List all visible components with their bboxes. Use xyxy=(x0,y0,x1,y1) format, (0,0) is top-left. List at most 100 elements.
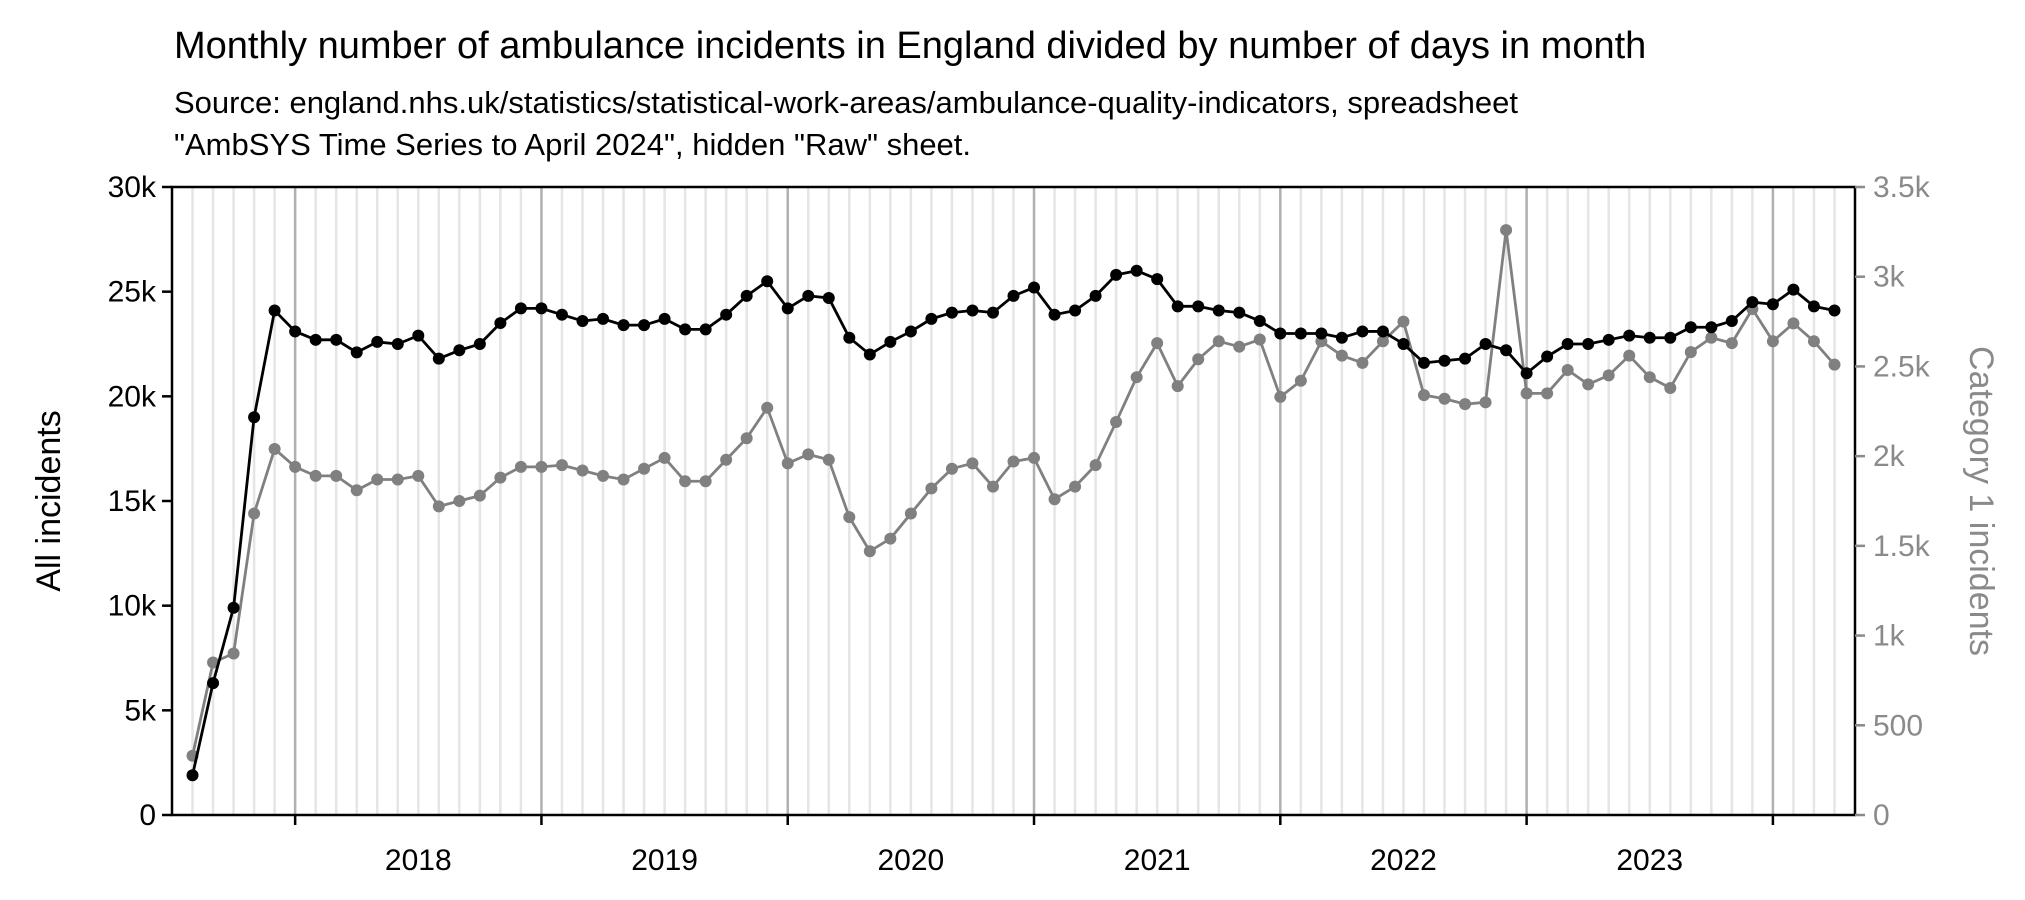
data-point-all-incidents xyxy=(207,677,220,690)
right-tick-label: 500 xyxy=(1873,709,1923,742)
data-point-all-incidents xyxy=(248,411,261,424)
data-point-all-incidents xyxy=(986,306,999,319)
right-tick-label: 1k xyxy=(1873,620,1906,653)
data-point-category-1-incidents xyxy=(1787,317,1800,330)
data-point-category-1-incidents xyxy=(1807,335,1820,348)
data-point-category-1-incidents xyxy=(1192,353,1205,366)
data-point-all-incidents xyxy=(1089,289,1102,302)
data-point-all-incidents xyxy=(1192,300,1205,313)
data-point-category-1-incidents xyxy=(1684,346,1697,359)
data-point-category-1-incidents xyxy=(597,469,610,482)
data-point-category-1-incidents xyxy=(658,451,671,464)
data-point-category-1-incidents xyxy=(555,459,568,472)
data-point-category-1-incidents xyxy=(1705,331,1718,344)
data-point-category-1-incidents xyxy=(761,401,774,414)
data-point-all-incidents xyxy=(1705,321,1718,334)
data-point-category-1-incidents xyxy=(535,460,548,473)
right-tick-label: 3.5k xyxy=(1873,171,1931,204)
data-point-all-incidents xyxy=(1664,331,1677,344)
data-point-all-incidents xyxy=(761,275,774,288)
data-point-category-1-incidents xyxy=(1561,364,1574,377)
data-point-category-1-incidents xyxy=(1500,224,1513,237)
data-point-category-1-incidents xyxy=(268,442,281,455)
data-point-all-incidents xyxy=(1274,327,1287,340)
data-point-all-incidents xyxy=(597,312,610,325)
data-point-category-1-incidents xyxy=(1376,335,1389,348)
data-point-category-1-incidents xyxy=(1541,387,1554,400)
series-category-1-incidents xyxy=(186,224,1841,762)
data-point-category-1-incidents xyxy=(227,647,240,660)
data-point-all-incidents xyxy=(453,344,466,357)
data-point-category-1-incidents xyxy=(248,507,261,520)
data-point-all-incidents xyxy=(1171,300,1184,313)
data-point-category-1-incidents xyxy=(966,457,979,470)
data-point-category-1-incidents xyxy=(1623,349,1636,362)
data-point-category-1-incidents xyxy=(1028,451,1041,464)
series-layer xyxy=(186,224,1841,782)
right-tick-label: 0 xyxy=(1873,799,1890,832)
data-point-category-1-incidents xyxy=(1171,380,1184,393)
data-point-category-1-incidents xyxy=(781,457,794,470)
data-point-all-incidents xyxy=(350,346,363,359)
data-point-all-incidents xyxy=(945,306,958,319)
data-point-all-incidents xyxy=(1233,306,1246,319)
data-point-all-incidents xyxy=(843,331,856,344)
data-point-all-incidents xyxy=(658,312,671,325)
data-point-category-1-incidents xyxy=(1479,396,1492,409)
data-point-category-1-incidents xyxy=(843,511,856,524)
data-point-all-incidents xyxy=(1602,333,1615,346)
left-axis-title: All incidents xyxy=(30,410,68,591)
left-tick-label: 25k xyxy=(108,276,157,309)
data-point-category-1-incidents xyxy=(925,482,938,495)
data-point-all-incidents xyxy=(1438,354,1451,367)
data-point-all-incidents xyxy=(1541,350,1554,363)
data-point-all-incidents xyxy=(1684,321,1697,334)
data-point-all-incidents xyxy=(1212,304,1225,317)
data-point-category-1-incidents xyxy=(1089,459,1102,472)
chart-subtitle-line-2: "AmbSYS Time Series to April 2024", hidd… xyxy=(174,127,971,162)
chart-title: Monthly number of ambulance incidents in… xyxy=(174,25,1646,67)
data-point-all-incidents xyxy=(1110,268,1123,281)
data-point-category-1-incidents xyxy=(1048,493,1061,506)
left-tick-label: 20k xyxy=(108,380,157,413)
data-point-category-1-incidents xyxy=(884,532,897,545)
data-point-all-incidents xyxy=(186,769,199,782)
data-point-category-1-incidents xyxy=(1007,455,1020,468)
data-point-category-1-incidents xyxy=(720,453,733,466)
data-point-all-incidents xyxy=(555,308,568,321)
data-point-category-1-incidents xyxy=(207,656,220,669)
data-point-all-incidents xyxy=(1746,296,1759,309)
data-point-category-1-incidents xyxy=(1110,416,1123,429)
right-axis-title: Category 1 incidents xyxy=(1962,346,2000,656)
data-point-category-1-incidents xyxy=(945,462,958,475)
data-point-all-incidents xyxy=(371,335,384,348)
data-point-category-1-incidents xyxy=(1069,480,1082,493)
data-point-all-incidents xyxy=(330,333,343,346)
x-tick-label: 2023 xyxy=(1616,844,1683,877)
data-point-category-1-incidents xyxy=(289,460,302,473)
data-point-all-incidents xyxy=(1725,314,1738,327)
data-point-category-1-incidents xyxy=(576,464,589,477)
right-tick-label: 2.5k xyxy=(1873,350,1931,383)
data-point-all-incidents xyxy=(781,302,794,315)
data-point-all-incidents xyxy=(1623,329,1636,342)
data-point-all-incidents xyxy=(904,325,917,338)
data-point-category-1-incidents xyxy=(802,448,815,461)
data-point-all-incidents xyxy=(1315,327,1328,340)
data-point-category-1-incidents xyxy=(1438,392,1451,405)
left-tick-label: 10k xyxy=(108,590,157,623)
data-point-all-incidents xyxy=(1787,283,1800,296)
data-point-category-1-incidents xyxy=(1253,333,1266,346)
data-point-all-incidents xyxy=(1582,338,1595,350)
data-point-all-incidents xyxy=(1643,331,1656,344)
data-point-category-1-incidents xyxy=(1397,315,1410,328)
data-point-all-incidents xyxy=(925,312,938,325)
data-point-category-1-incidents xyxy=(1335,349,1348,362)
x-tick-label: 2022 xyxy=(1370,844,1437,877)
data-point-all-incidents xyxy=(822,291,835,304)
data-point-all-incidents xyxy=(289,325,302,338)
data-point-all-incidents xyxy=(1294,327,1307,340)
data-point-category-1-incidents xyxy=(863,545,876,558)
data-point-category-1-incidents xyxy=(371,473,384,486)
